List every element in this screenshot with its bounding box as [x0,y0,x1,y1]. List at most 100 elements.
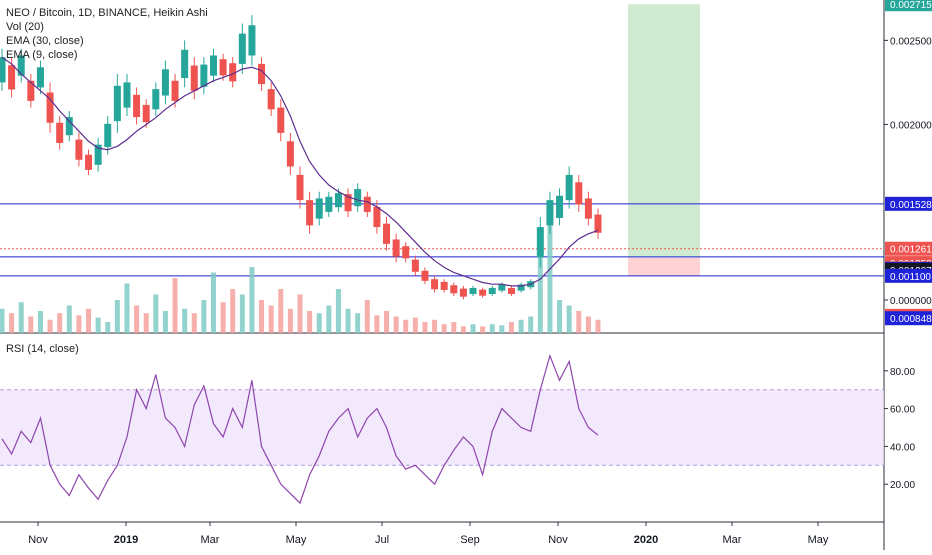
rsi-legend[interactable]: RSI (14, close) [6,343,79,355]
volume-bar [403,319,409,333]
candle-body [315,198,323,219]
volume-bar [28,316,34,333]
stop-zone [628,257,700,276]
candle-body [181,49,189,79]
volume-bar [76,315,82,333]
volume-bar [499,325,505,333]
volume-bar [220,302,226,333]
x-tick-label: Mar [723,534,742,546]
volume-bar [95,317,101,333]
volume-bar [18,302,24,333]
volume-bar [249,267,255,333]
rsi-tick-label: 80.00 [890,367,915,378]
volume-bar [47,319,53,333]
price-label-text: 0.002715 [890,0,932,11]
candle-body [459,288,467,297]
volume-bar [124,283,130,333]
volume-bar [384,311,390,333]
price-label-box [885,268,932,283]
volume-bar [576,311,582,333]
candle-body [354,189,362,207]
candle-body [440,281,448,290]
volume-bar [143,313,149,333]
candle-body [219,59,227,76]
indicator-ema30[interactable]: EMA (30, close) [6,35,84,47]
volume-bar [326,305,332,333]
candle-body [402,246,410,259]
volume-bar [210,272,216,333]
volume-bar [364,300,370,333]
candle-body [507,287,515,294]
volume-bar [335,289,341,333]
y-tick-label: 0.000000 [890,296,932,307]
candle-body [248,25,256,56]
candle-body [383,223,391,244]
price-label-box [885,311,932,326]
price-label-text: 0.000848 [890,314,932,325]
rsi-tick-label: 60.00 [890,405,915,416]
volume-bar [9,313,15,333]
candle-body [161,69,169,96]
candle-body [209,55,217,76]
volume-bar [451,322,457,333]
volume-bar [566,305,572,333]
volume-bar [547,223,553,333]
candle-body [479,289,487,296]
volume-bar [518,319,524,333]
candle-body [363,196,371,212]
volume-bar [470,324,476,333]
volume-bar [37,311,43,333]
price-label-box [885,241,932,256]
volume-bar [393,316,399,333]
volume-bar [508,322,514,333]
volume-bar [595,319,601,333]
indicator-ema9[interactable]: EMA (9, close) [6,49,78,61]
candle-body [565,174,573,201]
volume-bar [441,324,447,333]
candle-body [113,85,121,122]
volume-bar [316,313,322,333]
volume-bar [114,300,120,333]
price-label-text: 0.001261 [890,245,932,256]
candle-body [27,80,35,101]
volume-bar [191,313,197,333]
volume-bar [422,322,428,333]
volume-bar [489,324,495,333]
ema30-line [1,56,599,287]
volume-bar [230,289,236,333]
x-tick-label: Nov [28,534,48,546]
candle-body [450,285,458,294]
candle-body [133,94,141,118]
candle-body [469,287,477,294]
candle-body [258,63,266,85]
price-label-text: 0.001528 [890,200,932,211]
candle-body [65,117,73,136]
candle-body [556,195,564,218]
candle-body [85,154,93,170]
candle-body [17,55,25,76]
volume-bar [86,308,92,333]
volume-bar [172,278,178,333]
target-zone [628,4,700,258]
y-tick-label: 0.002500 [890,36,932,47]
indicator-vol[interactable]: Vol (20) [6,21,44,33]
volume-bar [287,308,293,333]
candle-body [325,196,333,212]
volume-bar [585,316,591,333]
volume-bar [374,315,380,333]
volume-bar [355,313,361,333]
candle-body [267,89,275,110]
candle-body [56,122,64,143]
volume-bar [480,326,486,333]
candle-body [498,284,506,291]
candle-body [431,279,439,290]
volume-bar [557,300,563,333]
candle-body [94,144,102,165]
candle-body [8,65,16,90]
volume-bar [259,300,265,333]
candle-body [104,123,112,147]
volume-bar [162,311,168,333]
candle-body [200,64,208,87]
